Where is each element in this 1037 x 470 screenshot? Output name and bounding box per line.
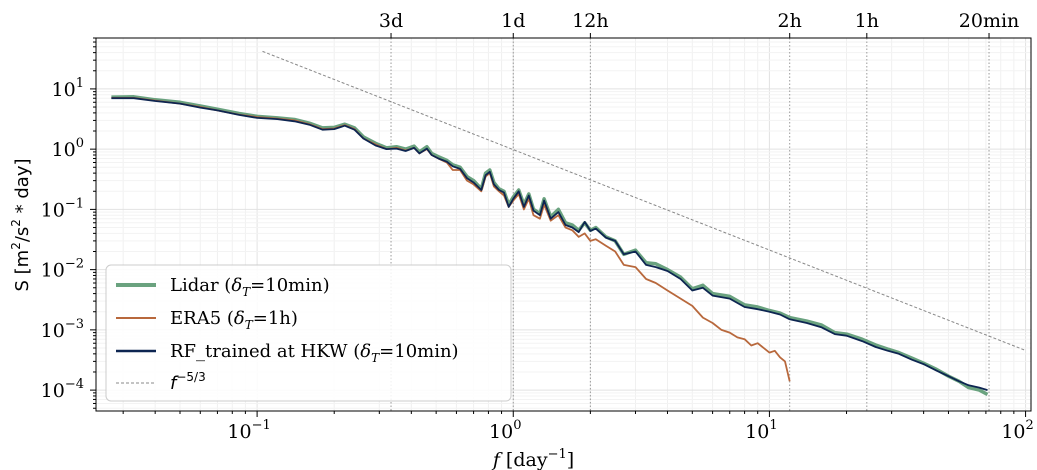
y-axis-ticks: 101 100 10−1 10−2 10−3 10−4	[41, 37, 96, 409]
y-axis-label-sup1: 2	[9, 242, 23, 250]
legend-entry-reference: f−5/3	[170, 370, 206, 394]
y-axis-label-sup2: 2	[9, 219, 23, 227]
legend-entry-rf: RF_trained at HKW (δT=10min)	[170, 341, 459, 365]
x-axis-label-var: f	[491, 449, 503, 470]
x-axis-label-sup: −1	[548, 447, 567, 462]
top-axis-ticks: 3d 1d 12h 2h 1h 20min	[379, 10, 1019, 38]
y-tick-label: 10−1	[41, 196, 84, 221]
x-axis-label-unit: [day	[500, 449, 548, 470]
y-axis-label-mid: /s	[12, 227, 33, 242]
top-tick-label: 12h	[572, 10, 608, 32]
y-tick-label: 10−2	[41, 257, 84, 282]
top-tick-label: 1d	[501, 10, 525, 32]
top-tick-label: 2h	[778, 10, 802, 32]
series-line-rf	[111, 97, 988, 391]
top-tick-label: 1h	[855, 10, 879, 32]
top-tick-label: 20min	[959, 10, 1020, 32]
x-tick-label: 101	[745, 418, 777, 443]
legend: Lidar (δT=10min) ERA5 (δT=1h) RF_trained…	[105, 264, 512, 402]
legend-entry-era5: ERA5 (δT=1h)	[170, 308, 298, 332]
y-tick-label: 100	[52, 136, 84, 161]
y-axis-label: S [m2/s2 * day]	[9, 158, 33, 291]
x-tick-label: 102	[1001, 418, 1033, 443]
reference-line	[262, 50, 1026, 351]
legend-box	[105, 264, 512, 402]
y-axis-label-tail: * day]	[12, 158, 33, 219]
y-tick-label: 10−3	[41, 317, 84, 342]
top-tick-label: 3d	[379, 10, 403, 32]
legend-entry-lidar: Lidar (δT=10min)	[170, 275, 330, 299]
x-axis-label: f [day−1]	[491, 447, 574, 470]
y-tick-label: 10−4	[41, 377, 84, 402]
series-layer	[111, 50, 1026, 396]
x-axis-label-close: ]	[567, 449, 574, 470]
plot-frame	[95, 37, 1032, 412]
x-tick-label: 10−1	[227, 418, 270, 443]
y-axis-label-base: S [m	[12, 250, 33, 292]
grid	[96, 37, 1031, 411]
x-axis-ticks: 10−1 100 101 102	[122, 411, 1034, 443]
y-tick-label: 101	[52, 76, 84, 101]
x-tick-label: 100	[489, 418, 521, 443]
